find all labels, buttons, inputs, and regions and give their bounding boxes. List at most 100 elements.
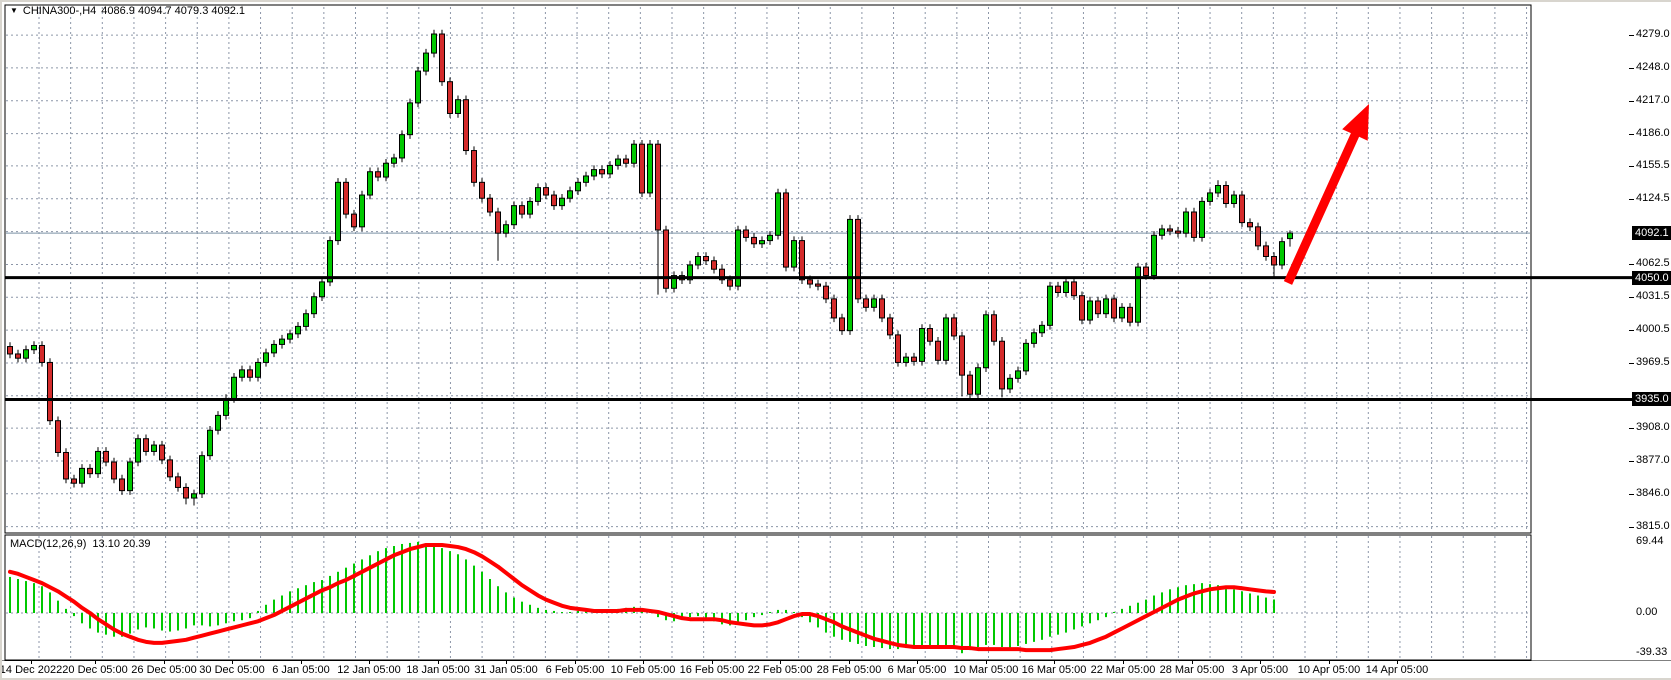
candle-body [1191,211,1197,238]
candle-body [1175,230,1181,234]
candle-body [455,99,461,114]
candle-body [1143,266,1149,277]
price-tick-mark [1629,297,1634,299]
candle-body [391,157,397,164]
price-tick-mark [1629,330,1634,332]
candle-body [287,333,293,340]
candle-body [871,298,877,308]
candle-body [247,369,253,378]
price-tick-mark [1629,133,1634,135]
candle-body [1159,228,1165,236]
candle-body [695,255,701,266]
time-tick-label: 22 Feb 05:00 [747,664,813,676]
candle-body [159,444,165,461]
candle-body [743,229,749,238]
candle-body [167,459,173,478]
candle-body [1167,228,1173,232]
candle-body [383,162,389,178]
candle-body [975,367,981,395]
candle-body [1215,185,1221,194]
price-tick-mark [1629,198,1634,200]
candle-body [919,328,925,362]
candle-body [215,414,221,431]
candle-body [1071,281,1077,297]
price-tick-label: 4279.0 [1636,28,1670,41]
candle-body [151,444,157,452]
time-tick-mark [780,661,781,664]
candle-body [407,102,413,136]
candle-body [327,240,333,283]
candle-body [991,314,997,342]
trend-arrow[interactable] [1283,104,1369,285]
time-tick-label: 14 Dec 2022 [0,664,63,676]
candle-body [79,467,85,484]
candle-body [263,352,269,363]
candle-body [703,255,709,262]
candle-body [647,143,653,194]
price-tick-label: 4248.0 [1636,60,1670,73]
candle-body [1279,241,1285,266]
candle-body [1023,342,1029,372]
candle-body [87,467,93,475]
candle-body [711,260,717,270]
candle-body [847,218,853,332]
candle-body [631,143,637,164]
time-tick-mark [1123,661,1124,664]
price-tick-label: 4155.5 [1636,158,1670,171]
candle-body [623,158,629,164]
candle-body [431,33,437,54]
candle-body [527,200,533,215]
candle-body [479,181,485,199]
time-axis: 14 Dec 2022 20 Dec 05:00 26 Dec 05:00 30 De… [2,661,1671,678]
candle-body [567,190,573,199]
price-tick-label: 4217.0 [1636,93,1670,106]
candle-body [551,194,557,207]
time-tick-label: 31 Jan 05:00 [474,664,538,676]
price-tick-mark [1629,493,1634,495]
candle-body [1039,324,1045,334]
candle-body [495,211,501,234]
candle-body [47,361,53,422]
time-tick-mark [232,661,233,664]
candle-body [7,346,13,355]
price-tick-mark [1629,264,1634,266]
candle-body [655,143,661,231]
candle-body [255,361,261,378]
candle-body [375,171,381,178]
candle-body [863,298,869,308]
candle-body [559,197,565,207]
candle-body [639,143,645,194]
candle-body [799,240,805,281]
time-tick-mark [369,661,370,664]
lower-level-price-badge: 3935.0 [1632,392,1671,406]
candle-body [783,192,789,268]
ohlc-readout: 4086.9 4094.7 4079.3 4092.1 [101,5,246,17]
macd-signal-line [8,542,1276,653]
candle-body [319,281,325,298]
candle-body [271,343,277,354]
candle-body [447,81,453,114]
candle-body [231,376,237,399]
candle-body [751,236,757,245]
symbol-dropdown-icon[interactable]: ▼ [10,6,18,15]
time-tick-label: 10 Apr 05:00 [1297,664,1361,676]
upper-level-price-badge: 4050.0 [1632,271,1671,285]
candle-body [127,461,133,492]
candle-body [535,187,541,202]
candle-body [135,438,141,463]
price-tick-mark [1629,67,1634,69]
candle-body [663,229,669,289]
candle-body [63,451,69,480]
candle-body [719,268,725,281]
candle-body [1047,285,1053,326]
candle-body [519,205,525,215]
candle-body [1055,285,1061,294]
candle-body [807,279,813,285]
chart-title-bar: ▼ CHINA300-,H4 4086.9 4094.7 4079.3 4092… [10,5,245,17]
price-tick-mark [1629,100,1634,102]
price-tick-label: 3908.0 [1636,421,1670,434]
macd-panel-border [4,534,1532,661]
candle-body [791,240,797,268]
